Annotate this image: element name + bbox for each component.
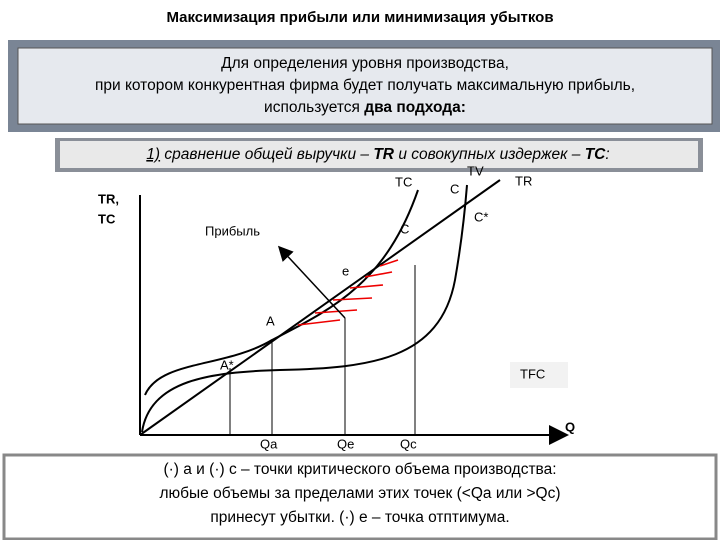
note-line: любые объемы за пределами этих точек (<Q… [159, 485, 560, 502]
guide-lines [229, 265, 416, 435]
method-part: : [605, 146, 609, 163]
intro-line: используется два подхода: [264, 99, 466, 116]
curve-label: TR [515, 173, 532, 188]
curve-label: TC [395, 174, 412, 189]
method-tc: TC [585, 146, 606, 163]
method-number: 1) [146, 146, 160, 163]
q-label: Qe [337, 436, 354, 451]
curve-label: TV [467, 163, 484, 178]
axis-label: TR, [98, 191, 119, 206]
q-label: Qa [260, 436, 278, 451]
graph [139, 179, 569, 445]
note-line: принесут убытки. (·) e – точка отптимума… [210, 509, 509, 526]
method-box [60, 141, 698, 168]
point-label: e [342, 263, 349, 278]
axis-label: TC [98, 211, 116, 226]
intro-line: Для определения уровня производства, [221, 55, 509, 72]
point-label: C [450, 181, 459, 196]
profit-arrow [277, 245, 346, 319]
tv-curve [141, 184, 468, 433]
point-label: C [400, 221, 409, 236]
tc-curve [144, 189, 419, 396]
intro-bold: два подхода: [364, 99, 466, 116]
tfc-label: TFC [520, 366, 545, 381]
profit-label: Прибыль [205, 223, 260, 238]
note-box [2, 453, 718, 540]
point-label: A* [220, 357, 234, 372]
intro-line: при котором конкурентная фирма будет пол… [95, 77, 635, 94]
point-label: C* [474, 209, 488, 224]
axis-label: Q [565, 419, 575, 434]
profit-hatching [297, 259, 399, 326]
note-line: (·) a и (·) c – точки критического объем… [163, 461, 556, 478]
method-tr: TR [373, 146, 394, 163]
method-text: 1) сравнение общей выручки – TR и совоку… [146, 146, 609, 163]
tr-line [139, 179, 501, 436]
intro-box [17, 47, 713, 125]
method-part: сравнение общей выручки – [160, 146, 373, 163]
intro-text: используется [264, 99, 364, 116]
q-label: Qc [400, 436, 417, 451]
point-label: A [266, 313, 275, 328]
tfc-box [510, 362, 568, 388]
title: Максимизация прибыли или минимизация убы… [166, 9, 553, 26]
method-part: и совокупных издержек – [394, 146, 585, 163]
